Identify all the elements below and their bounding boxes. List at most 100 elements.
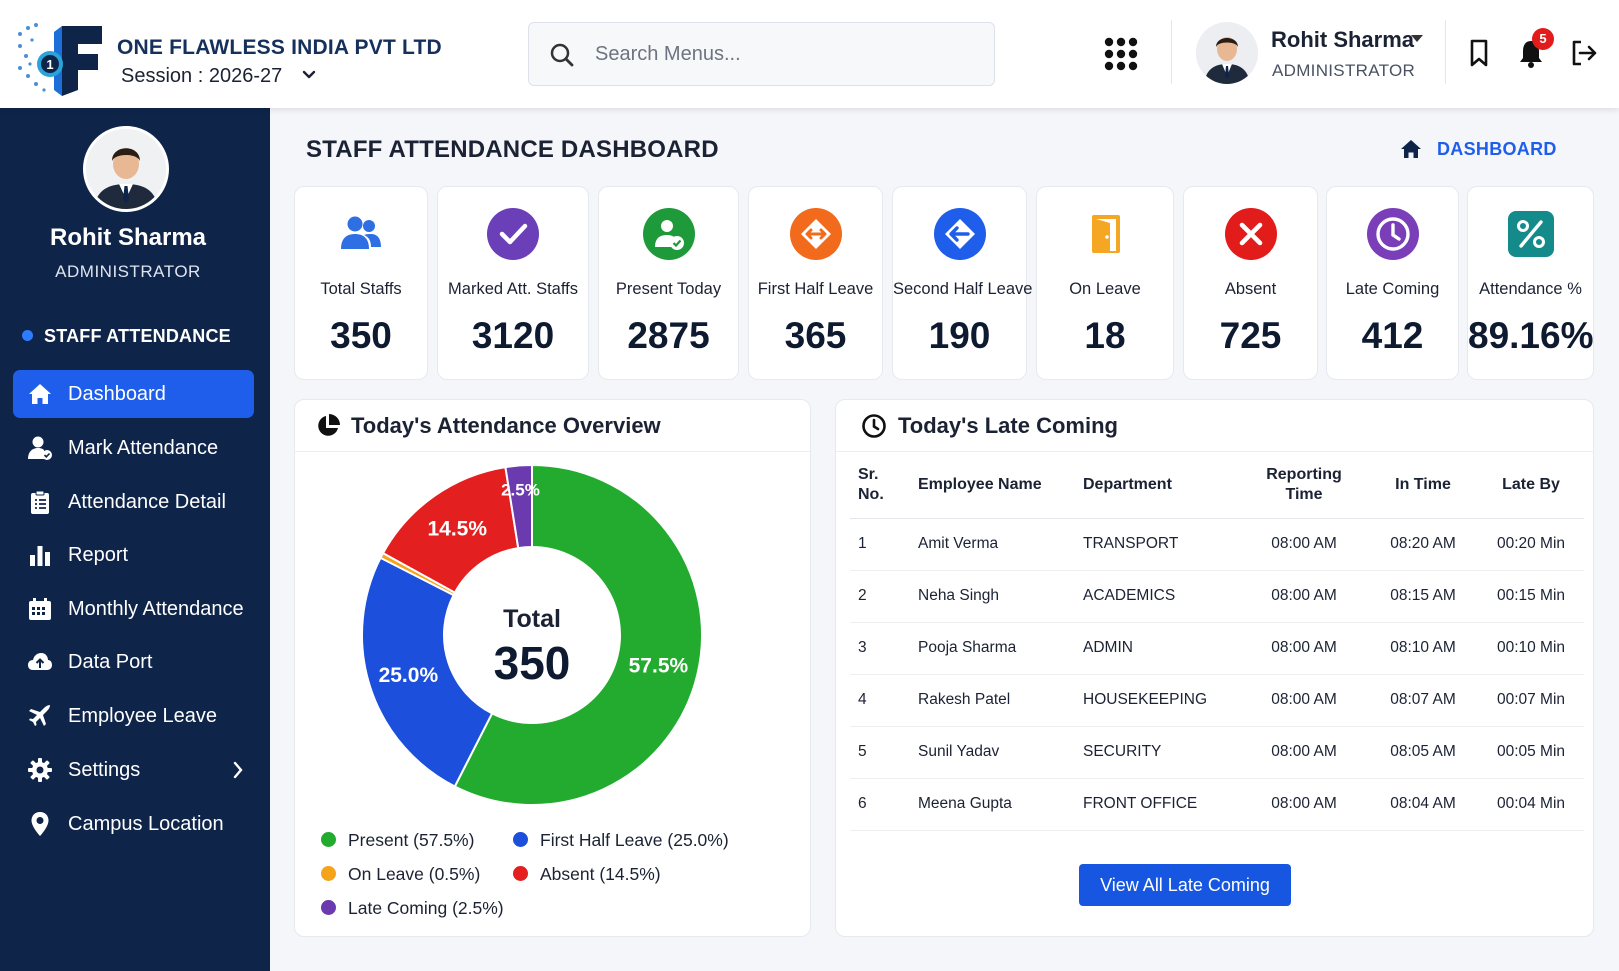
stat-card-absent[interactable]: Absent 725 — [1183, 186, 1318, 380]
header-divider — [1445, 20, 1446, 84]
user-role: ADMINISTRATOR — [1272, 61, 1416, 80]
panel-title: Today's Attendance Overview — [351, 413, 661, 438]
logout-icon[interactable] — [1568, 37, 1600, 69]
donut-slice-first-half-leave[interactable] — [361, 556, 494, 788]
table-cell: 08:07 AM — [1368, 674, 1478, 727]
table-row[interactable]: 5 Sunil Yadav SECURITY 08:00 AM 08:05 AM 00:0… — [850, 726, 1584, 779]
user-present-icon — [642, 208, 695, 260]
view-all-late-coming-button[interactable]: View All Late Coming — [1079, 864, 1291, 906]
chevron-right-icon — [233, 761, 243, 779]
stat-value: 350 — [330, 315, 392, 356]
table-row[interactable]: 4 Rakesh Patel HOUSEKEEPING 08:00 AM 08:07 A… — [850, 674, 1584, 727]
table-cell: SECURITY — [1075, 726, 1240, 779]
table-cell: 5 — [850, 726, 910, 779]
table-row[interactable]: 1 Amit Verma TRANSPORT 08:00 AM 08:20 AM 00:2… — [850, 518, 1584, 571]
breadcrumb[interactable]: DASHBOARD — [1401, 139, 1557, 160]
sidebar-item-label: Attendance Detail — [68, 491, 226, 513]
percent-icon — [1507, 211, 1554, 257]
session-selector[interactable]: Session : 2026-27 — [121, 65, 283, 87]
sidebar-item-label: Monthly Attendance — [68, 598, 244, 620]
bookmark-icon[interactable] — [1463, 37, 1495, 69]
table-cell: 00:05 Min — [1478, 726, 1584, 779]
apps-grid-icon[interactable] — [1103, 36, 1139, 72]
sidebar-item-data-port[interactable]: Data Port — [13, 638, 254, 686]
table-cell: Meena Gupta — [910, 778, 1075, 831]
sidebar-item-label: Mark Attendance — [68, 437, 219, 459]
page-title: STAFF ATTENDANCE DASHBOARD — [306, 136, 719, 163]
sidebar-item-dashboard[interactable]: Dashboard — [13, 370, 254, 418]
calendar-icon — [29, 598, 51, 620]
table-row[interactable]: 6 Meena Gupta FRONT OFFICE 08:00 AM 08:04 AM… — [850, 778, 1584, 831]
door-icon — [1092, 215, 1120, 253]
sidebar-item-label: Dashboard — [68, 383, 166, 405]
x-circle-icon — [1224, 208, 1277, 260]
table-cell: 00:20 Min — [1478, 518, 1584, 571]
sidebar-item-label: Employee Leave — [68, 705, 217, 727]
stat-card-total-staffs[interactable]: Total Staffs 350 — [294, 186, 428, 380]
stat-label: Second Half Leave — [893, 280, 1033, 298]
table-cell: 2 — [850, 570, 910, 623]
stat-card-first-half-leave[interactable]: First Half Leave 365 — [748, 186, 883, 380]
sidebar-item-attendance-detail[interactable]: Attendance Detail — [13, 478, 254, 526]
column-header: Employee Name — [910, 452, 1075, 519]
stat-label: On Leave — [1069, 280, 1141, 298]
stat-label: Attendance % — [1479, 280, 1582, 298]
stat-card-present-today[interactable]: Present Today 2875 — [598, 186, 739, 380]
stat-card-late-coming[interactable]: Late Coming 412 — [1326, 186, 1459, 380]
stat-value: 725 — [1219, 315, 1282, 356]
stat-value: 190 — [928, 315, 991, 356]
user-name[interactable]: Rohit Sharma — [1271, 27, 1415, 52]
stat-card-marked-att-staffs[interactable]: Marked Att. Staffs 3120 — [437, 186, 589, 380]
table-cell: 08:00 AM — [1240, 778, 1368, 831]
sidebar-item-employee-leave[interactable]: Employee Leave — [13, 692, 254, 740]
pie-chart-icon — [318, 414, 340, 436]
donut-slice-late-coming[interactable] — [504, 463, 533, 550]
stat-label: Absent — [1224, 280, 1277, 298]
company-logo[interactable]: 1 — [14, 20, 106, 100]
sidebar-avatar — [83, 126, 169, 212]
table-cell: 08:05 AM — [1368, 726, 1478, 779]
sidebar-item-label: Report — [68, 544, 129, 566]
sidebar-item-settings[interactable]: Settings — [13, 746, 254, 794]
table-cell: 08:00 AM — [1240, 622, 1368, 675]
chevron-down-icon[interactable] — [300, 66, 318, 84]
sidebar-item-report[interactable]: Report — [13, 531, 254, 579]
stat-card-attendance-percent[interactable]: Attendance % 89.16% — [1467, 186, 1594, 380]
donut-slice-present[interactable] — [453, 463, 703, 806]
table-row[interactable]: 3 Pooja Sharma ADMIN 08:00 AM 08:10 AM 00:10 … — [850, 622, 1584, 675]
avatar[interactable] — [1196, 22, 1258, 84]
stat-value: 412 — [1361, 315, 1424, 356]
sidebar-user-role: ADMINISTRATOR — [55, 262, 201, 281]
breadcrumb-label[interactable]: DASHBOARD — [1437, 139, 1557, 159]
table-cell: 08:10 AM — [1368, 622, 1478, 675]
arrows-lr-icon — [789, 208, 842, 260]
clock-icon — [1366, 208, 1419, 260]
table-row[interactable]: 2 Neha Singh ACADEMICS 08:00 AM 08:15 AM 00:1… — [850, 570, 1584, 623]
attendance-donut-chart: 57.5% 25.0% 14.5% 2.5% Total 350 — [361, 463, 703, 806]
legend-item-present: Present (57.5%) — [321, 830, 474, 851]
stat-card-second-half-leave[interactable]: Second Half Leave 190 — [892, 186, 1033, 380]
table-cell: HOUSEKEEPING — [1075, 674, 1240, 727]
sidebar-item-mark-attendance[interactable]: Mark Attendance — [13, 424, 254, 472]
stat-label: First Half Leave — [757, 280, 874, 298]
slice-label: 25.0% — [379, 664, 439, 687]
stat-value: 2875 — [627, 315, 710, 356]
user-check-icon — [28, 436, 52, 460]
table-cell: Pooja Sharma — [910, 622, 1075, 675]
arrow-left-icon — [933, 208, 986, 260]
sidebar-item-monthly-attendance[interactable]: Monthly Attendance — [13, 585, 254, 633]
table-cell: Neha Singh — [910, 570, 1075, 623]
table-header-row: Sr. No. Employee Name Department Reporti… — [850, 452, 1584, 519]
caret-down-icon[interactable] — [1410, 34, 1424, 44]
stat-label: Present Today — [615, 280, 722, 298]
clipboard-icon — [31, 490, 49, 514]
search-input[interactable] — [595, 37, 975, 71]
search-bar[interactable] — [528, 22, 995, 86]
gear-icon — [28, 758, 52, 782]
legend-item-absent: Absent (14.5%) — [513, 864, 661, 885]
stat-card-on-leave[interactable]: On Leave 18 — [1036, 186, 1174, 380]
panel-header: Today's Late Coming — [836, 400, 1593, 452]
late-coming-panel: Today's Late Coming Sr. No. Employee Nam… — [835, 399, 1594, 937]
sidebar-item-campus-location[interactable]: Campus Location — [13, 800, 254, 848]
clock-icon — [862, 414, 886, 438]
